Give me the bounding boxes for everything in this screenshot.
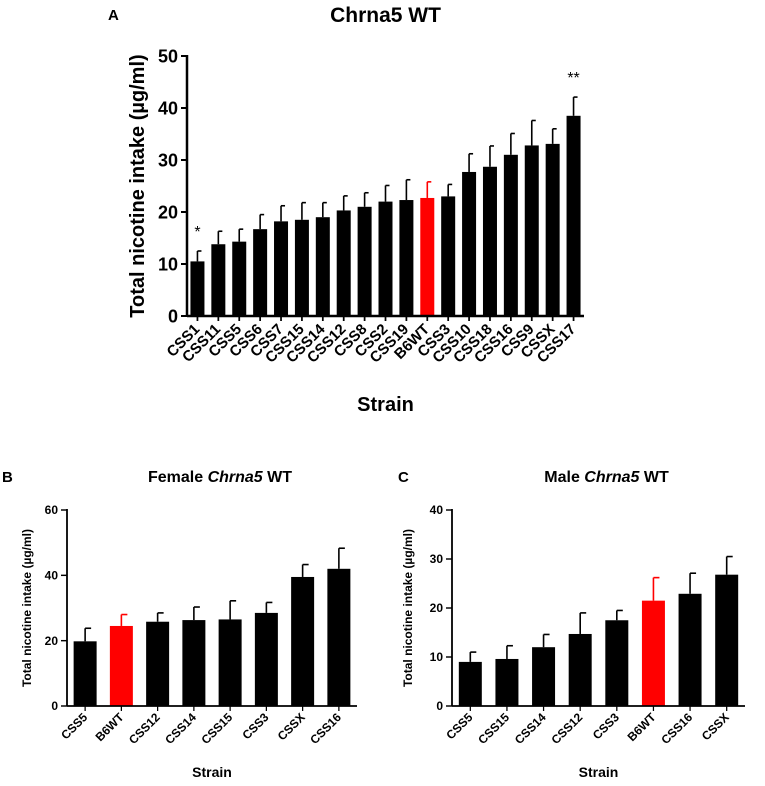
x-axis-label: Strain	[579, 764, 619, 780]
y-axis-label: Total nicotine intake (µg/ml)	[127, 54, 149, 317]
bar-css11	[211, 244, 226, 316]
x-tick-label-css5: CSS5	[58, 710, 90, 742]
bar-css2	[378, 201, 393, 316]
x-tick-label-css12: CSS12	[549, 710, 586, 747]
bar-css15	[294, 219, 309, 316]
bar-css3	[254, 612, 278, 706]
y-tick-label: 60	[45, 503, 59, 517]
x-tick-label-css3: CSS3	[239, 710, 271, 742]
bar-css19	[399, 200, 414, 316]
bar-css10	[462, 171, 477, 316]
x-tick-label-css15: CSS15	[475, 710, 512, 747]
y-tick-label: 20	[45, 634, 59, 648]
y-tick-label: 0	[51, 699, 58, 713]
bar-css12	[568, 633, 592, 706]
x-axis-label: Strain	[357, 394, 414, 416]
x-tick-label-css3: CSS3	[590, 710, 622, 742]
x-axis-label: Strain	[192, 764, 232, 780]
chart-title: Chrna5 WT	[330, 4, 441, 27]
bar-css14	[182, 620, 206, 706]
y-tick-label: 10	[430, 650, 444, 664]
y-tick-label: 10	[158, 254, 178, 274]
x-tick-label-css5: CSS5	[443, 710, 475, 742]
x-tick-label-css14: CSS14	[162, 710, 199, 747]
panel-a-chart: A Chrna5 WT***01020304050CSS1CSS11CSS5CSS…	[108, 4, 584, 416]
panel-letter: B	[2, 469, 13, 486]
bar-css15	[495, 658, 519, 706]
bar-css5	[458, 661, 482, 706]
bar-cssx	[715, 574, 739, 706]
y-tick-label: 0	[168, 306, 178, 326]
x-tick-label-css16: CSS16	[307, 710, 344, 747]
bar-css3	[605, 620, 629, 706]
x-tick-label-css16: CSS16	[658, 710, 695, 747]
bar-css6	[253, 229, 268, 316]
y-tick-label: 30	[430, 552, 444, 566]
x-tick-label-css14: CSS14	[512, 710, 549, 747]
bar-css1	[190, 261, 205, 316]
x-tick-label-cssx: CSSX	[275, 710, 308, 743]
bar-b6wt	[109, 625, 133, 706]
bar-css5	[232, 241, 247, 316]
x-tick-label-css15: CSS15	[198, 710, 235, 747]
panel-letter: A	[108, 7, 119, 24]
significance-css17: **	[567, 70, 579, 87]
bar-cssx	[291, 576, 315, 706]
significance-css1: *	[194, 224, 200, 241]
y-tick-label: 20	[158, 202, 178, 222]
bar-css14	[532, 647, 556, 706]
bar-css8	[357, 206, 372, 316]
bar-css3	[441, 196, 456, 316]
y-tick-label: 40	[158, 98, 178, 118]
bar-css12	[336, 210, 351, 316]
bar-css14	[315, 217, 330, 316]
y-tick-label: 20	[430, 601, 444, 615]
bar-css15	[218, 619, 242, 706]
y-tick-label: 40	[45, 569, 59, 583]
bar-css7	[274, 221, 289, 316]
x-tick-label-b6wt: B6WT	[93, 710, 127, 744]
y-tick-label: 30	[158, 150, 178, 170]
bar-css5	[73, 641, 97, 706]
x-tick-label-cssx: CSSX	[699, 710, 732, 743]
bar-css16	[503, 154, 518, 316]
bar-css16	[327, 568, 351, 706]
y-tick-label: 40	[430, 503, 444, 517]
bar-css16	[678, 593, 702, 706]
bar-b6wt	[641, 600, 665, 706]
y-tick-label: 0	[436, 699, 443, 713]
bar-css18	[482, 166, 497, 316]
x-tick-label-css12: CSS12	[126, 710, 163, 747]
bar-css12	[146, 621, 170, 706]
bar-css17	[566, 115, 581, 316]
bar-css9	[524, 145, 539, 316]
y-axis-label: Total nicotine intake (µg/ml)	[401, 529, 415, 687]
panel-letter: C	[398, 469, 409, 486]
y-axis-label: Total nicotine intake (µg/ml)	[20, 529, 34, 687]
y-tick-label: 50	[158, 46, 178, 66]
bar-b6wt	[420, 197, 435, 316]
x-tick-label-b6wt: B6WT	[625, 710, 659, 744]
chart-title: Female Chrna5 WT	[148, 469, 292, 486]
bar-cssx	[545, 143, 560, 316]
chart-title: Male Chrna5 WT	[544, 469, 669, 486]
